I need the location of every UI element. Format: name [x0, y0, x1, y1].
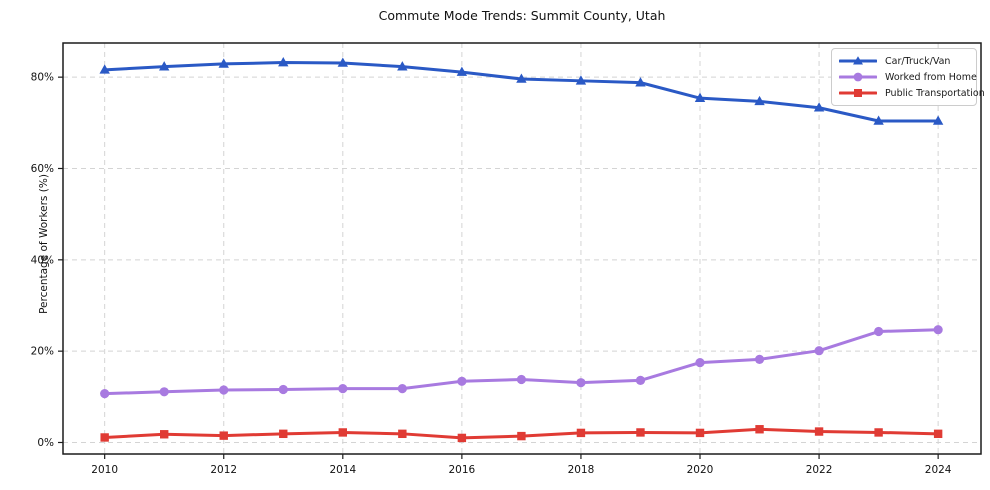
circle-marker	[635, 375, 646, 385]
square-marker	[636, 428, 645, 437]
series-line	[103, 61, 940, 123]
triangle-marker	[754, 95, 765, 106]
legend-square-swatch-icon	[839, 89, 877, 97]
x-tick-label: 2016	[449, 464, 476, 476]
triangle-marker	[99, 64, 110, 74]
circle-marker	[576, 378, 586, 388]
circle-marker	[933, 325, 943, 335]
circle-marker	[754, 354, 765, 364]
circle-marker	[516, 374, 527, 385]
legend-triangle-swatch-icon	[839, 56, 877, 65]
x-tick-label: 2014	[329, 464, 356, 476]
square-marker	[457, 433, 467, 443]
x-tick-label: 2010	[91, 464, 118, 476]
y-tick-label: 0%	[37, 437, 54, 449]
triangle-marker	[278, 57, 289, 67]
square-marker	[160, 430, 169, 439]
circle-marker	[874, 326, 884, 337]
triangle-marker	[813, 102, 825, 112]
legend: Car/Truck/Van Worked from Home Public Tran…	[831, 48, 985, 106]
square-marker	[576, 428, 586, 438]
square-marker	[933, 429, 943, 439]
triangle-marker	[873, 115, 884, 125]
triangle-marker	[218, 58, 229, 68]
x-tick-label: 2020	[687, 464, 714, 476]
circle-marker	[397, 384, 407, 394]
legend-item: Worked from Home	[839, 69, 977, 85]
square-marker	[517, 431, 526, 441]
square-marker	[338, 428, 348, 437]
x-tick-label: 2018	[568, 464, 595, 476]
triangle-marker	[635, 77, 646, 87]
y-tick-label: 40%	[31, 254, 54, 266]
square-marker	[398, 429, 407, 439]
y-tick-label: 20%	[31, 346, 54, 358]
legend-label: Car/Truck/Van	[885, 55, 951, 67]
triangle-marker	[516, 73, 527, 83]
triangle-marker	[932, 115, 944, 125]
triangle-marker	[337, 57, 349, 67]
triangle-marker	[456, 66, 468, 76]
square-marker	[874, 428, 883, 437]
y-tick-label: 80%	[31, 72, 54, 84]
x-tick-label: 2022	[806, 464, 833, 476]
circle-marker	[219, 385, 229, 395]
circle-marker	[159, 387, 169, 397]
legend-label: Worked from Home	[885, 71, 977, 83]
legend-label: Public Transportation	[885, 87, 985, 99]
circle-marker	[278, 384, 288, 395]
legend-circle-swatch-icon	[839, 72, 877, 82]
circle-marker	[814, 346, 824, 356]
triangle-marker	[575, 75, 587, 85]
triangle-marker	[397, 61, 408, 71]
circle-marker	[100, 389, 110, 399]
x-tick-label: 2012	[210, 464, 237, 476]
square-marker	[695, 428, 705, 438]
square-marker	[219, 431, 228, 440]
square-marker	[814, 427, 824, 436]
circle-marker	[338, 384, 348, 394]
chart-title: Commute Mode Trends: Summit County, Utah	[378, 8, 666, 23]
legend-item: Public Transportation	[839, 85, 985, 101]
square-marker	[100, 433, 109, 442]
square-marker	[755, 425, 764, 434]
y-tick-label: 60%	[31, 163, 54, 175]
x-tick-label: 2024	[925, 464, 952, 476]
legend-item: Car/Truck/Van	[839, 53, 968, 69]
triangle-marker	[159, 61, 170, 71]
square-marker	[279, 429, 288, 439]
triangle-marker	[694, 92, 706, 102]
circle-marker	[695, 357, 705, 368]
circle-marker	[457, 376, 467, 386]
plot-frame	[62, 42, 982, 455]
